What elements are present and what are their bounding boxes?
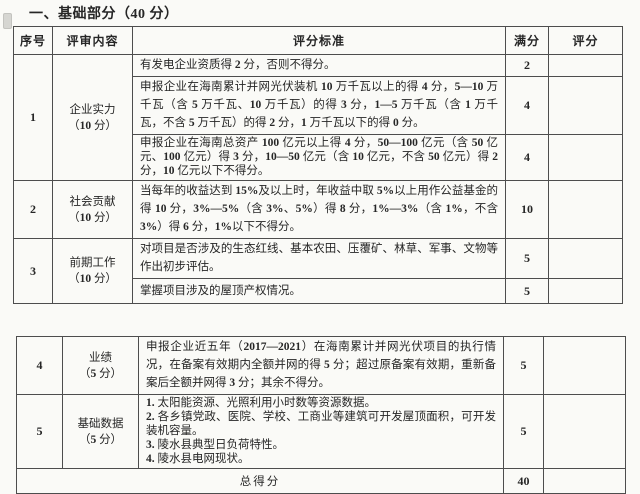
content-label: 社会贡献 — [69, 195, 116, 208]
max-score-cell: 10 — [505, 180, 549, 239]
criteria-text: 1. 太阳能资源、光照利用小时数等资源数据。 2. 各乡镇党政、医院、学校、工商业… — [138, 394, 504, 469]
max-score-cell: 5 — [503, 394, 544, 469]
max-score-cell: 5 — [505, 238, 549, 279]
content-points: （5 分） — [78, 367, 123, 380]
max-score-cell: 4 — [505, 134, 549, 181]
row-number: 5 — [16, 394, 63, 469]
score-cell — [548, 238, 623, 279]
score-cell — [543, 336, 626, 395]
total-score-cell — [543, 468, 626, 494]
max-score-cell: 2 — [505, 54, 549, 77]
max-score-cell: 5 — [503, 336, 544, 395]
table-row: 5 基础数据 （5 分） 1. 太阳能资源、光照利用小时数等资源数据。 2. 各乡… — [16, 394, 626, 469]
criteria-text: 有发电企业资质得 2 分，否则不得分。 — [132, 54, 506, 77]
total-row: 总得分 40 — [16, 468, 626, 494]
score-cell — [548, 180, 623, 239]
criteria-text: 申报企业在海南累计并网光伏装机 10 万千瓦以上的得 4 分，5—10 万千瓦（… — [132, 76, 506, 135]
score-cell — [548, 134, 623, 181]
scoring-table-part1: 序号 评审内容 评分标准 满分 评分 1 企业实力 （10 分） 有发电企业资质… — [13, 26, 623, 304]
row-number: 3 — [13, 238, 53, 304]
row-number: 4 — [16, 336, 63, 395]
content-label: 企业实力 — [69, 103, 116, 116]
criteria-text: 申报企业近五年（2017—2021）在海南累计并网光伏项目的执行情况，在备案有效… — [138, 336, 504, 395]
content-points: （10 分） — [68, 119, 117, 132]
table-row: 1 企业实力 （10 分） 有发电企业资质得 2 分，否则不得分。 2 — [13, 54, 623, 181]
table-header-row: 序号 评审内容 评分标准 满分 评分 — [13, 26, 623, 55]
header-no: 序号 — [13, 26, 53, 55]
header-criteria: 评分标准 — [132, 26, 506, 55]
table-row: 3 前期工作 （10 分） 对项目是否涉及的生态红线、基本农田、压覆矿、林草、军… — [13, 238, 623, 304]
table-row: 申报企业在海南总资产 100 亿元以上得 4 分，50—100 亿元（含 50 … — [14, 134, 623, 181]
criteria-text: 对项目是否涉及的生态红线、基本农田、压覆矿、林草、军事、文物等作出初步评估。 — [132, 238, 506, 279]
scan-artifact-mark — [3, 13, 12, 29]
content-label: 基础数据 — [77, 417, 124, 430]
row-content-cell: 业绩 （5 分） — [62, 336, 139, 395]
row-content-cell: 基础数据 （5 分） — [62, 394, 139, 469]
content-points: （10 分） — [68, 211, 117, 224]
content-label: 前期工作 — [69, 257, 116, 269]
scoring-table-part2: 4 业绩 （5 分） 申报企业近五年（2017—2021）在海南累计并网光伏项目… — [16, 336, 626, 494]
max-score-cell: 5 — [505, 278, 549, 304]
score-cell — [548, 278, 623, 304]
criteria-text: 掌握项目涉及的屋顶产权情况。 — [132, 278, 506, 304]
score-cell — [543, 394, 626, 469]
score-cell — [548, 54, 623, 77]
row-number: 1 — [13, 54, 53, 181]
header-score: 评分 — [548, 26, 623, 55]
content-points: （10 分） — [68, 273, 117, 285]
content-points: （5 分） — [78, 433, 123, 446]
total-label: 总得分 — [16, 468, 504, 494]
table-row: 掌握项目涉及的屋顶产权情况。 5 — [14, 278, 623, 304]
header-content: 评审内容 — [52, 26, 133, 55]
table-row: 申报企业在海南累计并网光伏装机 10 万千瓦以上的得 4 分，5—10 万千瓦（… — [14, 76, 623, 135]
row-content-cell: 社会贡献 （10 分） — [52, 180, 133, 239]
content-label: 业绩 — [89, 351, 112, 364]
criteria-text: 申报企业在海南总资产 100 亿元以上得 4 分，50—100 亿元（含 50 … — [132, 134, 506, 181]
table-row: 2 社会贡献 （10 分） 当每年的收益达到 15%及以上时，年收益中取 5%以… — [13, 180, 623, 239]
row-content-cell: 前期工作 （10 分） — [52, 238, 133, 304]
max-score-cell: 4 — [505, 76, 549, 135]
criteria-text: 当每年的收益达到 15%及以上时，年收益中取 5%以上用作公益基金的得 10 分… — [132, 180, 506, 239]
score-cell — [548, 76, 623, 135]
section-title: 一、基础部分（40 分） — [29, 7, 179, 22]
total-max-cell: 40 — [503, 468, 544, 494]
table-row: 4 业绩 （5 分） 申报企业近五年（2017—2021）在海南累计并网光伏项目… — [16, 336, 626, 395]
row-number: 2 — [13, 180, 53, 239]
document-page: 一、基础部分（40 分） 序号 评审内容 评分标准 满分 评分 1 企业实力 （… — [3, 7, 626, 494]
header-max: 满分 — [505, 26, 549, 55]
row-content-cell: 企业实力 （10 分） — [52, 54, 133, 181]
